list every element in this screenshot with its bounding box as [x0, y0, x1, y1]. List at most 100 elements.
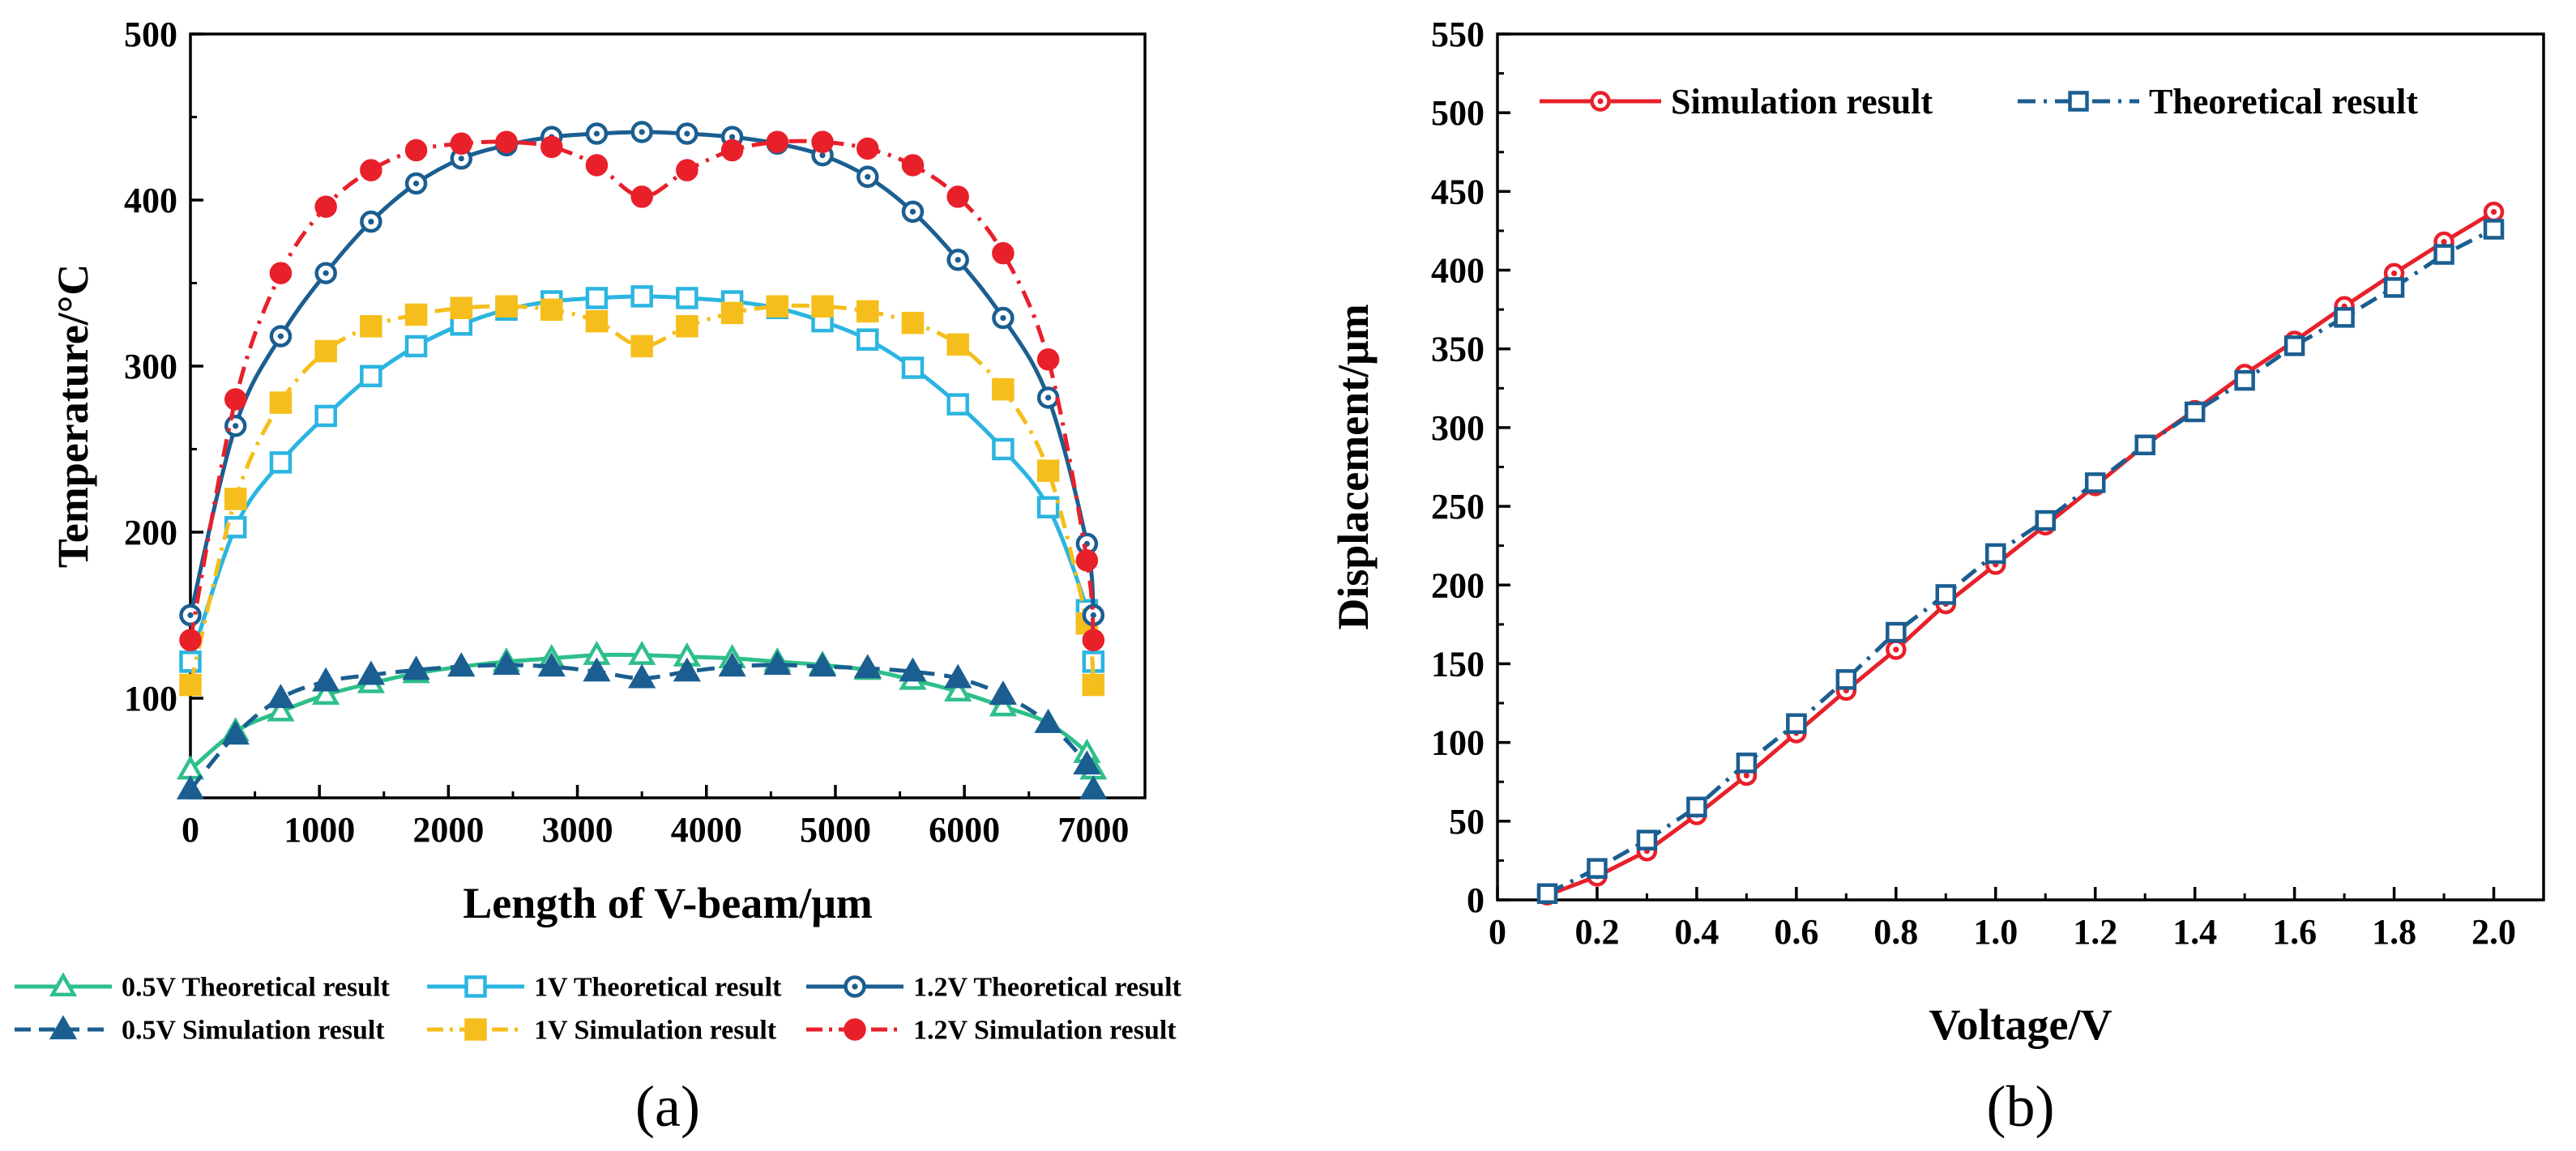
legend-marker-center	[1597, 98, 1604, 104]
y-tick-label: 200	[1431, 565, 1485, 605]
data-point	[946, 185, 969, 208]
legend-label: 1.2V Simulation result	[913, 1016, 1177, 1046]
data-point-center	[1000, 314, 1006, 322]
data-point	[630, 285, 653, 308]
data-point	[944, 677, 972, 701]
data-point	[179, 650, 202, 673]
data-point	[312, 680, 340, 706]
y-tick-label: 450	[1431, 172, 1485, 211]
legend-label: 1.2V Theoretical result	[913, 973, 1182, 1003]
data-point	[766, 130, 789, 153]
y-tick-label: 400	[1431, 251, 1485, 291]
data-point	[676, 315, 698, 338]
data-point-center	[458, 156, 464, 162]
legend-marker	[464, 975, 487, 998]
y-tick-label: 150	[1431, 644, 1485, 684]
data-point-center	[277, 333, 284, 339]
series-simulation-result	[1536, 201, 2505, 906]
legend-label: 0.5V Simulation result	[122, 1016, 385, 1046]
data-point	[495, 295, 518, 318]
data-point	[1636, 829, 1658, 850]
data-point	[267, 697, 295, 722]
series-line	[190, 652, 1096, 772]
data-point	[856, 328, 879, 351]
x-tick-label: 0.4	[1674, 912, 1719, 952]
data-point	[404, 335, 428, 358]
data-point	[628, 663, 656, 688]
data-point	[583, 657, 611, 682]
data-point	[585, 287, 609, 309]
data-point	[176, 774, 205, 799]
data-point-center	[728, 134, 736, 140]
x-tick-label: 0.2	[1574, 912, 1619, 952]
legend-item: Theoretical result	[2018, 82, 2418, 121]
legend-item: 0.5V Theoretical result	[15, 972, 391, 1003]
data-point	[2383, 277, 2405, 298]
data-point-center	[368, 219, 374, 225]
data-point	[2134, 434, 2155, 456]
data-point	[992, 377, 1015, 401]
y-tick-label: 500	[124, 15, 177, 54]
data-point	[1073, 750, 1101, 775]
chart-1: 0 0.2 0.4 0.6 0.8 1.0 1.2 1.4 1.6 1.8 2.0 0 50 100 150…	[1329, 15, 2545, 1139]
data-point	[676, 159, 698, 181]
series-theoretical-result	[1536, 219, 2505, 904]
data-point	[2483, 219, 2505, 240]
data-point	[221, 720, 250, 745]
data-point	[811, 295, 834, 318]
data-point	[2433, 244, 2454, 265]
data-point	[1036, 459, 1060, 482]
legend-marker	[49, 972, 78, 997]
legend-label: Theoretical result	[2149, 82, 2418, 121]
data-point	[224, 388, 247, 411]
data-point	[360, 159, 382, 181]
data-point	[1835, 669, 1857, 690]
panel-label: (a)	[635, 1074, 700, 1139]
data-point	[357, 660, 385, 685]
y-tick-label: 350	[1431, 330, 1485, 369]
series-line	[190, 663, 1096, 791]
data-point	[267, 684, 295, 709]
data-point	[856, 300, 879, 323]
data-point	[946, 333, 969, 356]
data-point	[808, 652, 837, 677]
data-point	[1082, 673, 1105, 697]
data-point-center	[233, 423, 239, 429]
data-point-center	[1090, 612, 1096, 619]
data-point	[718, 652, 746, 677]
data-point	[450, 132, 473, 156]
data-point	[1036, 348, 1060, 371]
data-point	[585, 309, 609, 333]
data-point	[1079, 774, 1108, 799]
x-tick-label: 7000	[1057, 810, 1129, 850]
data-point	[540, 135, 563, 159]
data-point-center	[187, 612, 194, 619]
data-point-center	[1893, 646, 1899, 653]
y-tick-label: 100	[124, 679, 177, 718]
y-tick-label: 500	[1431, 93, 1485, 133]
data-point	[269, 262, 293, 284]
x-tick-label: 1.4	[2172, 912, 2217, 952]
x-tick-label: 3000	[542, 810, 613, 850]
data-point-center	[323, 270, 329, 276]
data-point	[992, 241, 1015, 265]
legend-item: 1.2V Theoretical result	[806, 973, 1182, 1003]
x-tick-label: 2000	[412, 810, 484, 850]
data-point	[585, 154, 609, 177]
data-point	[673, 657, 701, 682]
data-point	[989, 680, 1017, 706]
x-axis-title: Length of V-beam/μm	[463, 879, 873, 927]
data-point	[404, 303, 428, 326]
data-point	[540, 298, 563, 322]
y-tick-label: 250	[1431, 487, 1485, 526]
data-point-center	[412, 180, 420, 187]
series-line	[1546, 227, 2495, 896]
legend-item: 1V Simulation result	[427, 1016, 777, 1046]
series-line	[190, 303, 1096, 686]
data-point	[989, 692, 1017, 717]
data-point	[1786, 713, 1807, 735]
y-tick-label: 100	[1431, 723, 1485, 763]
y-tick-label: 300	[1431, 408, 1485, 448]
x-tick-label: 0	[182, 810, 199, 850]
